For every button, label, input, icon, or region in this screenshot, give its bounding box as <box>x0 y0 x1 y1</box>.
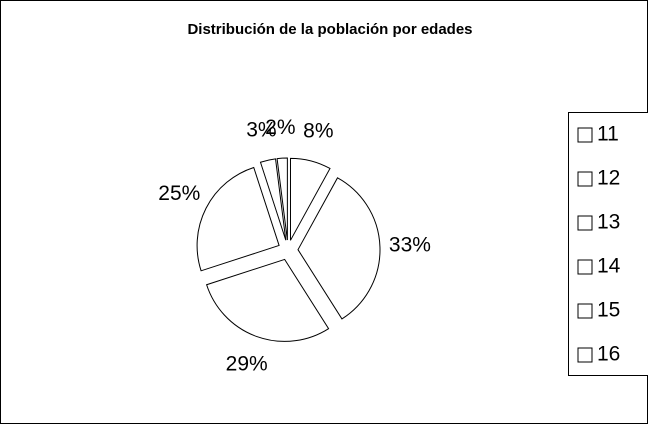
legend-label: 14 <box>597 255 621 278</box>
data-label: 25% <box>158 182 200 205</box>
legend-swatch <box>577 215 593 231</box>
pie-slice <box>205 258 330 342</box>
pie-slice <box>276 157 288 241</box>
legend-box <box>568 112 648 376</box>
data-label: 8% <box>303 119 333 142</box>
legend-swatch <box>577 303 593 319</box>
legend-label: 11 <box>597 123 619 146</box>
data-label: 2% <box>265 116 295 139</box>
legend-swatch <box>577 127 593 143</box>
legend-swatch <box>577 171 593 187</box>
legend-swatch <box>577 259 593 275</box>
legend-label: 16 <box>597 343 620 366</box>
data-label: 33% <box>389 234 431 257</box>
legend-label: 13 <box>597 211 620 234</box>
pie-slice <box>196 166 280 272</box>
legend-label: 15 <box>597 299 620 322</box>
legend-label: 12 <box>597 167 620 190</box>
pie-slice <box>259 158 287 241</box>
data-label: 3% <box>246 118 276 141</box>
chart-title: Distribución de la población por edades <box>187 21 472 38</box>
pie-slice <box>289 157 331 241</box>
legend-swatch <box>577 347 593 363</box>
data-label: 29% <box>226 352 268 375</box>
pie-slice <box>297 177 381 320</box>
